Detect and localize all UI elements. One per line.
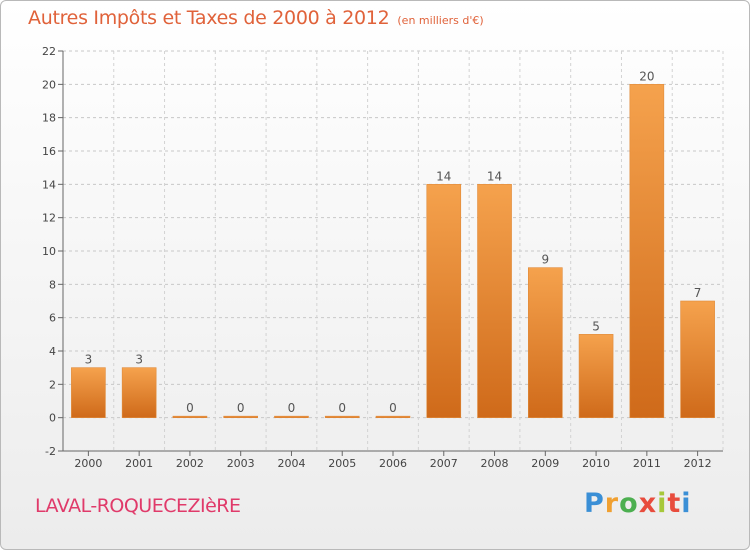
bar: [528, 267, 563, 418]
grid-lines: [62, 50, 724, 452]
y-tick-label: 22: [42, 45, 56, 58]
bar-value-label: 14: [487, 169, 502, 183]
y-tick-label: 18: [42, 112, 56, 125]
x-tick-label: 2003: [227, 457, 255, 470]
bar: [324, 415, 360, 418]
y-tick-label: 0: [49, 412, 56, 425]
y-tick-label: 12: [42, 212, 56, 225]
chart-title: Autres Impôts et Taxes de 2000 à 2012 (en…: [28, 7, 484, 29]
y-tick-label: 4: [49, 345, 56, 358]
bar: [71, 367, 106, 418]
logo-letter: P: [584, 488, 605, 519]
bar-value-label: 0: [237, 401, 245, 415]
y-tick-label: 10: [42, 245, 56, 258]
bars: [71, 84, 715, 418]
x-tick-label: 2007: [430, 457, 458, 470]
bar: [172, 415, 208, 418]
x-tick-label: 2011: [633, 457, 661, 470]
bar: [578, 334, 614, 418]
x-tick-label: 2012: [684, 457, 712, 470]
x-tick-label: 2006: [379, 457, 407, 470]
y-tick-label: 20: [42, 78, 56, 91]
logo-letter: o: [619, 488, 639, 519]
x-tick-label: 2005: [328, 457, 356, 470]
bar: [477, 184, 512, 418]
y-tick-label: 14: [42, 178, 56, 191]
bar: [375, 415, 411, 418]
bar-value-label: 20: [639, 69, 654, 83]
bar: [629, 84, 665, 418]
bar-value-label: 0: [389, 401, 397, 415]
data-labels: 3 3 0 0 0 0 0 14 14 9 5 20 7: [85, 69, 702, 415]
x-axis-ticks: 2000 2001 2002 2003 2004 2005 2006 2007 2008 2009…: [74, 451, 712, 470]
y-axis-ticks: -2 0 2 4 6 8 10 12 14 16 18 20 22: [42, 45, 63, 458]
bar-value-label: 0: [288, 401, 296, 415]
x-tick-label: 2002: [176, 457, 204, 470]
x-tick-label: 2010: [582, 457, 610, 470]
chart-unit: (en milliers d'€): [397, 14, 484, 27]
y-tick-label: 8: [49, 278, 56, 291]
commune-name: LAVAL-ROQUECEZIèRE: [35, 495, 241, 517]
bar-value-label: 7: [694, 286, 702, 300]
logo-letter: r: [604, 488, 620, 519]
bar: [223, 415, 258, 418]
y-tick-label: -2: [45, 445, 56, 458]
bar-value-label: 3: [135, 353, 143, 367]
y-tick-label: 6: [49, 312, 56, 325]
proxiti-logo: Proxiti: [584, 488, 692, 519]
bar: [680, 300, 715, 418]
x-tick-label: 2000: [74, 457, 102, 470]
bar: [274, 415, 309, 418]
bar: [426, 184, 462, 418]
bar-value-label: 0: [338, 401, 346, 415]
logo-letter: x: [638, 488, 658, 519]
bar: [121, 367, 157, 418]
x-tick-label: 2009: [531, 457, 559, 470]
logo-letter: i: [681, 488, 692, 519]
x-tick-label: 2001: [125, 457, 153, 470]
y-tick-label: 2: [49, 378, 56, 391]
x-tick-label: 2004: [277, 457, 305, 470]
bar-value-label: 5: [592, 319, 600, 333]
bar-value-label: 14: [436, 169, 451, 183]
logo-letter: t: [667, 488, 682, 519]
logo-letter: i: [657, 488, 668, 519]
chart-title-text: Autres Impôts et Taxes de 2000 à 2012: [28, 7, 390, 29]
bar-value-label: 9: [541, 253, 549, 267]
y-tick-label: 16: [42, 145, 56, 158]
x-tick-label: 2008: [481, 457, 509, 470]
bar-value-label: 3: [85, 353, 93, 367]
bar-value-label: 0: [186, 401, 194, 415]
